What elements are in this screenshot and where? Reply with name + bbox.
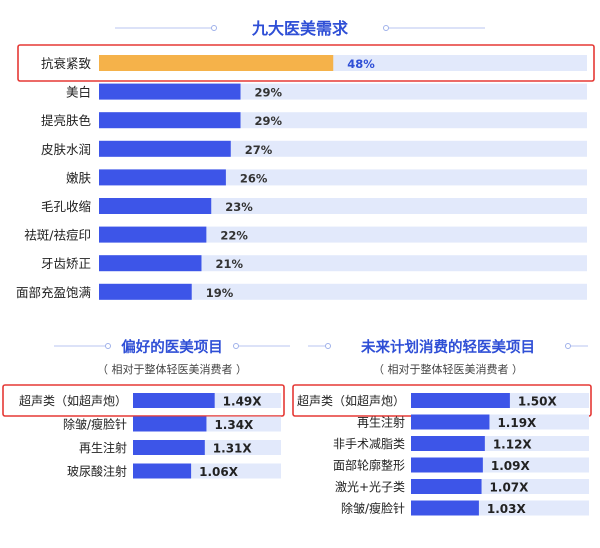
- data-label: 1.49X: [223, 395, 263, 409]
- data-label: 1.06X: [199, 465, 239, 479]
- category-label: 面部轮廓整形: [333, 458, 405, 473]
- category-label: 嫩肤: [66, 170, 92, 185]
- category-label: 除皱/瘦脸针: [341, 501, 405, 516]
- bar: [99, 55, 334, 71]
- data-label: 1.07X: [490, 481, 530, 495]
- data-label: 29%: [255, 114, 283, 128]
- bar: [411, 393, 510, 408]
- data-label: 48%: [347, 57, 375, 71]
- data-label: 1.12X: [493, 438, 533, 452]
- category-label: 牙齿矫正: [41, 256, 91, 271]
- data-label: 21%: [215, 257, 243, 271]
- category-label: 非手术减脂类: [333, 436, 405, 451]
- bar: [99, 226, 207, 243]
- category-label: 抗衰紧致: [41, 56, 92, 71]
- category-label: 除皱/瘦脸针: [63, 417, 127, 432]
- bar: [99, 83, 241, 100]
- bar: [99, 283, 192, 300]
- bar: [99, 112, 241, 129]
- bar: [99, 198, 212, 214]
- data-label: 1.50X: [518, 395, 558, 409]
- bar: [411, 457, 483, 473]
- category-label: 玻尿酸注射: [67, 464, 127, 479]
- bottom-title-2-rule-dot-right: [565, 343, 571, 349]
- bottom-title-1-rule-dot-left: [105, 343, 111, 349]
- category-label: 提亮肤色: [41, 113, 92, 128]
- bottom-title-1-rule-dot-right: [233, 343, 239, 349]
- bar-track: [99, 283, 587, 300]
- data-label: 1.31X: [213, 442, 253, 456]
- data-label: 1.19X: [497, 416, 537, 430]
- chart-subtitle: （ 相对于整体轻医美消费者 ）: [97, 362, 247, 376]
- data-label: 23%: [225, 200, 253, 214]
- data-label: 26%: [240, 171, 268, 185]
- bar: [99, 169, 226, 186]
- bar-track: [99, 198, 587, 214]
- data-label: 29%: [255, 86, 283, 100]
- data-label: 19%: [206, 286, 234, 300]
- bar: [133, 440, 205, 455]
- bar: [133, 393, 215, 408]
- category-label: 再生注射: [79, 440, 127, 455]
- category-label: 超声类（如超声炮）: [19, 393, 127, 408]
- data-label: 1.03X: [487, 502, 527, 516]
- highlight-frame: [2, 384, 285, 417]
- data-label: 1.09X: [491, 459, 531, 473]
- bar: [133, 463, 192, 479]
- chart-title: 九大医美需求: [251, 19, 349, 38]
- bar: [411, 436, 485, 451]
- data-label: 22%: [220, 229, 248, 243]
- chart-title: 未来计划消费的轻医美项目: [360, 338, 535, 356]
- category-label: 祛斑/祛痘印: [24, 228, 91, 243]
- chart-title: 偏好的医美项目: [121, 338, 223, 356]
- category-label: 超声类（如超声炮）: [297, 393, 405, 408]
- top-title-rule-dot-right: [383, 25, 389, 31]
- top-title-rule-dot-left: [211, 25, 217, 31]
- category-label: 美白: [66, 85, 91, 100]
- bar: [411, 414, 490, 430]
- chart-subtitle: （ 相对于整体轻医美消费者 ）: [373, 362, 523, 376]
- category-label: 激光+光子类: [335, 480, 405, 494]
- category-label: 面部充盈饱满: [16, 285, 91, 300]
- bar-track: [99, 255, 587, 272]
- bottom-title-2-rule-dot-left: [325, 343, 331, 349]
- bar: [99, 255, 202, 272]
- bar: [99, 140, 231, 157]
- bar-track: [99, 226, 587, 243]
- bar: [133, 416, 207, 432]
- category-label: 皮肤水润: [41, 142, 91, 157]
- data-label: 27%: [245, 143, 273, 157]
- data-label: 1.34X: [214, 418, 254, 432]
- highlight-frame: [17, 44, 595, 82]
- bar: [411, 500, 479, 516]
- category-label: 毛孔收缩: [41, 199, 91, 214]
- category-label: 再生注射: [357, 415, 405, 430]
- bar: [411, 479, 482, 494]
